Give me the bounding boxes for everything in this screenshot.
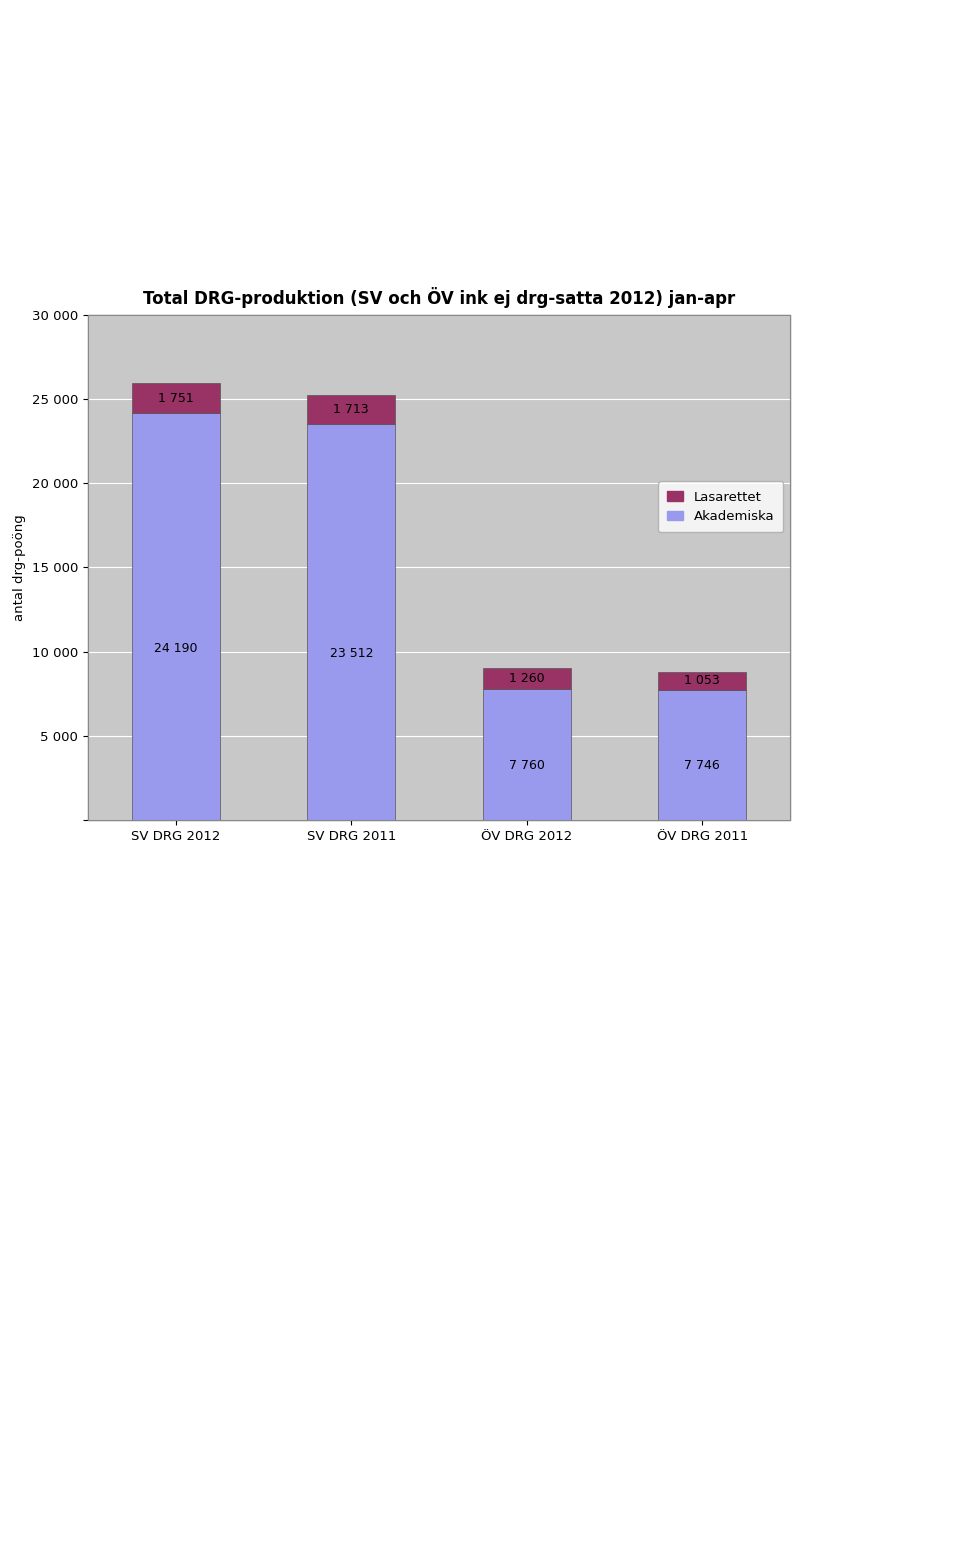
Bar bbox=[132, 413, 220, 821]
Bar bbox=[483, 689, 570, 821]
Bar bbox=[132, 384, 220, 413]
Bar bbox=[659, 689, 746, 821]
Text: 24 190: 24 190 bbox=[154, 642, 198, 656]
Title: Total DRG-produktion (SV och ÖV ink ej drg-satta 2012) jan-apr: Total DRG-produktion (SV och ÖV ink ej d… bbox=[143, 287, 735, 309]
Bar bbox=[307, 424, 396, 821]
Legend: Lasarettet, Akademiska: Lasarettet, Akademiska bbox=[658, 481, 783, 532]
Bar bbox=[307, 395, 396, 424]
Text: 1 713: 1 713 bbox=[333, 404, 369, 417]
Text: 1 260: 1 260 bbox=[509, 672, 544, 686]
Bar bbox=[483, 669, 570, 689]
Text: 1 053: 1 053 bbox=[684, 675, 720, 687]
Text: 23 512: 23 512 bbox=[329, 647, 373, 661]
Text: 7 760: 7 760 bbox=[509, 758, 544, 772]
Y-axis label: antal drg-poöng: antal drg-poöng bbox=[13, 514, 26, 620]
Bar bbox=[659, 672, 746, 689]
Text: 7 746: 7 746 bbox=[684, 760, 720, 772]
Text: 1 751: 1 751 bbox=[157, 392, 194, 404]
